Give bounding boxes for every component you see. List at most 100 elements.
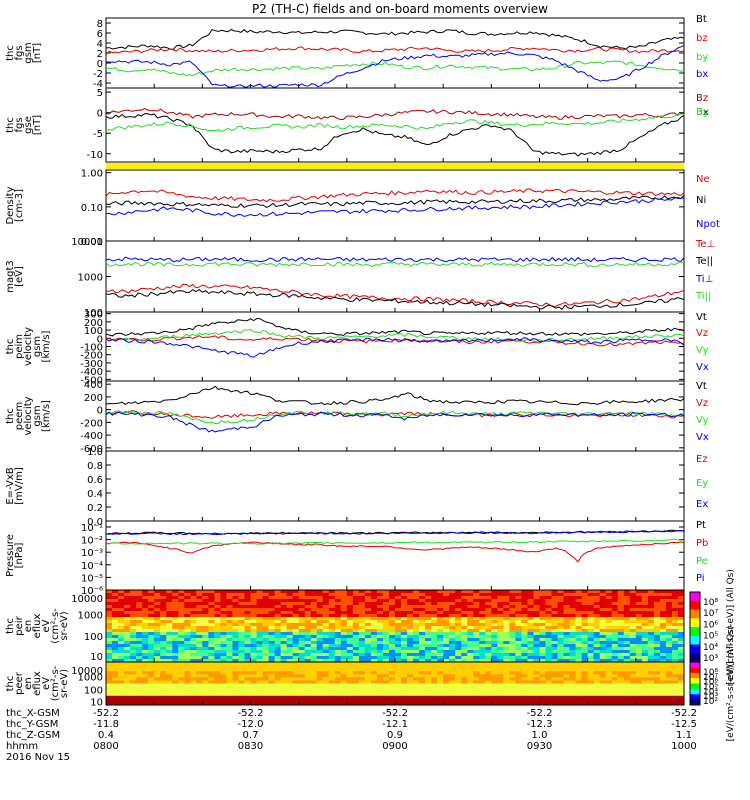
heatmap-cell [671,632,679,636]
heatmap-cell [274,632,282,636]
heatmap-cell [557,617,565,621]
heatmap-cell [388,611,396,615]
heatmap-cell [581,632,589,636]
heatmap-cell [310,605,318,609]
heatmap-cell [395,638,402,642]
heatmap-cell [563,671,571,675]
heatmap-cell [316,692,324,697]
heatmap-cell [647,698,655,703]
heatmap-cell [118,644,125,648]
heatmap-cell [118,590,125,594]
heatmap-cell [214,605,221,609]
heatmap-cell [148,617,155,621]
heatmap-cell [334,695,342,700]
heatmap-cell [322,611,330,615]
heatmap-cell [130,599,137,603]
heatmap-cell [316,608,324,612]
heatmap-cell [274,644,282,648]
heatmap-cell [148,692,155,697]
heatmap-cell [388,686,396,691]
heatmap-cell [629,647,637,651]
heatmap-cell [623,659,631,663]
heatmap-cell [431,629,438,633]
heatmap-cell [226,617,233,621]
heatmap-cell [449,608,456,612]
heatmap-cell [575,647,583,651]
heatmap-cell [533,647,540,651]
heatmap-cell [130,626,137,630]
heatmap-cell [220,638,227,642]
y-tick-label: 1000 [78,673,103,684]
heatmap-cell [647,683,655,688]
heatmap-cell [250,635,258,639]
heatmap-cell [244,671,251,675]
heatmap-cell [262,659,270,663]
heatmap-cell [166,674,173,678]
heatmap-cell [178,671,185,675]
heatmap-cell [455,668,462,672]
heatmap-cell [178,653,185,657]
heatmap-cell [611,629,619,633]
heatmap-cell [623,662,631,666]
heatmap-cell [425,614,432,618]
heatmap-cell [292,611,300,615]
heatmap-cell [136,644,143,648]
heatmap-cell [635,695,643,700]
heatmap-cell [220,680,227,684]
heatmap-cell [322,605,330,609]
heatmap-cell [461,698,468,703]
heatmap-cell [473,611,480,615]
heatmap-cell [521,614,528,618]
heatmap-cell [581,689,589,694]
heatmap-cell [274,701,282,706]
heatmap-cell [370,638,378,642]
heatmap-cell [352,680,360,684]
heatmap-cell [316,686,324,691]
heatmap-cell [497,641,504,645]
heatmap-cell [515,599,522,603]
heatmap-cell [521,608,528,612]
heatmap-cell [467,659,474,663]
heatmap-cell [539,686,547,691]
heatmap-cell [346,701,354,706]
heatmap-cell [569,596,577,600]
heatmap-cell [130,701,137,706]
heatmap-cell [431,671,438,675]
heatmap-cell [310,689,318,694]
heatmap-cell [226,653,233,657]
heatmap-cell [443,617,450,621]
heatmap-cell [244,668,251,672]
heatmap-cell [413,590,420,594]
heatmap-cell [238,668,245,672]
heatmap-cell [202,686,209,691]
heatmap-cell [298,593,306,597]
heatmap-cell [539,674,547,678]
heatmap-cell [443,680,450,684]
heatmap-cell [665,590,673,594]
heatmap-cell [160,674,167,678]
heatmap-cell [142,689,149,694]
heatmap-cell [364,695,372,700]
heatmap-cell [599,635,607,639]
heatmap-cell [274,674,282,678]
heatmap-cell [238,620,245,624]
y-label-line: [nPa] [14,542,25,568]
heatmap-cell [515,659,522,663]
heatmap-cell [208,617,215,621]
heatmap-cell [557,611,565,615]
heatmap-cell [376,602,384,606]
heatmap-cell [491,656,498,660]
heatmap-cell [346,692,354,697]
heatmap-cell [370,620,378,624]
heatmap-cell [407,632,414,636]
heatmap-cell [545,689,553,694]
heatmap-cell [142,644,149,648]
heatmap-cell [370,617,378,621]
heatmap-cell [491,674,498,678]
heatmap-cell [557,596,565,600]
heatmap-cell [214,635,221,639]
heatmap-cell [611,635,619,639]
heatmap-cell [461,647,468,651]
heatmap-cell [280,632,288,636]
heatmap-cell [629,596,637,600]
